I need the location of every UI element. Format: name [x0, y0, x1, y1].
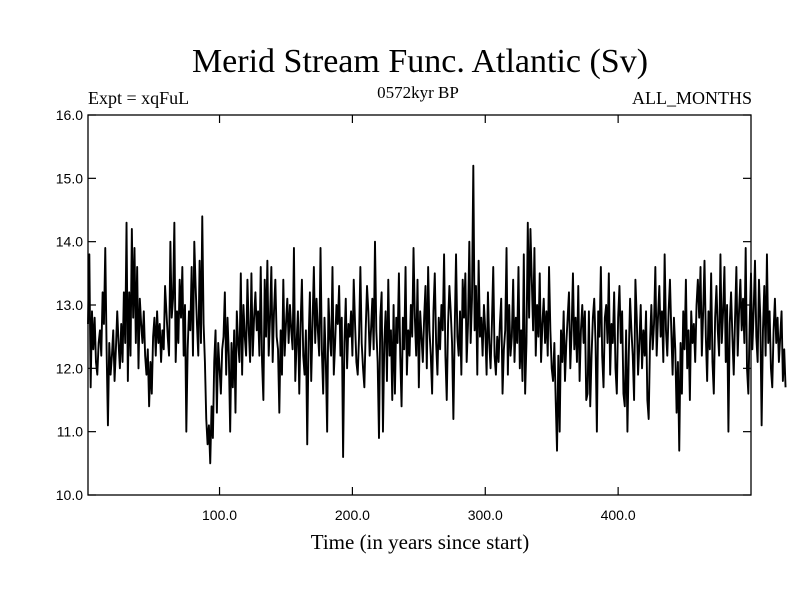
x-tick-label-0: 100.0 — [202, 507, 237, 523]
experiment-label: Expt = xqFuL — [88, 88, 189, 108]
y-tick-label-5: 15.0 — [56, 170, 83, 186]
series-line — [87, 164, 787, 465]
x-tick-label-2: 300.0 — [468, 507, 503, 523]
chart-title: Merid Stream Func. Atlantic (Sv) — [192, 43, 648, 80]
x-axis-label: Time (in years since start) — [311, 530, 530, 554]
plot-frame — [87, 114, 752, 496]
y-tick-label-1: 11.0 — [57, 424, 83, 440]
x-tick-label-1: 200.0 — [335, 507, 370, 523]
x-axis: 100.0 200.0 300.0 400.0 — [202, 115, 636, 523]
y-tick-label-6: 16.0 — [56, 107, 83, 123]
y-tick-label-0: 10.0 — [56, 487, 83, 503]
y-axis: 10.0 11.0 12.0 13.0 14.0 15.0 16.0 — [56, 107, 751, 503]
y-tick-label-4: 14.0 — [56, 234, 83, 250]
x-tick-label-3: 400.0 — [601, 507, 636, 523]
y-tick-label-3: 13.0 — [56, 297, 83, 313]
months-label: ALL_MONTHS — [632, 88, 752, 108]
y-tick-label-2: 12.0 — [56, 360, 83, 376]
period-label: 0572kyr BP — [377, 83, 459, 102]
